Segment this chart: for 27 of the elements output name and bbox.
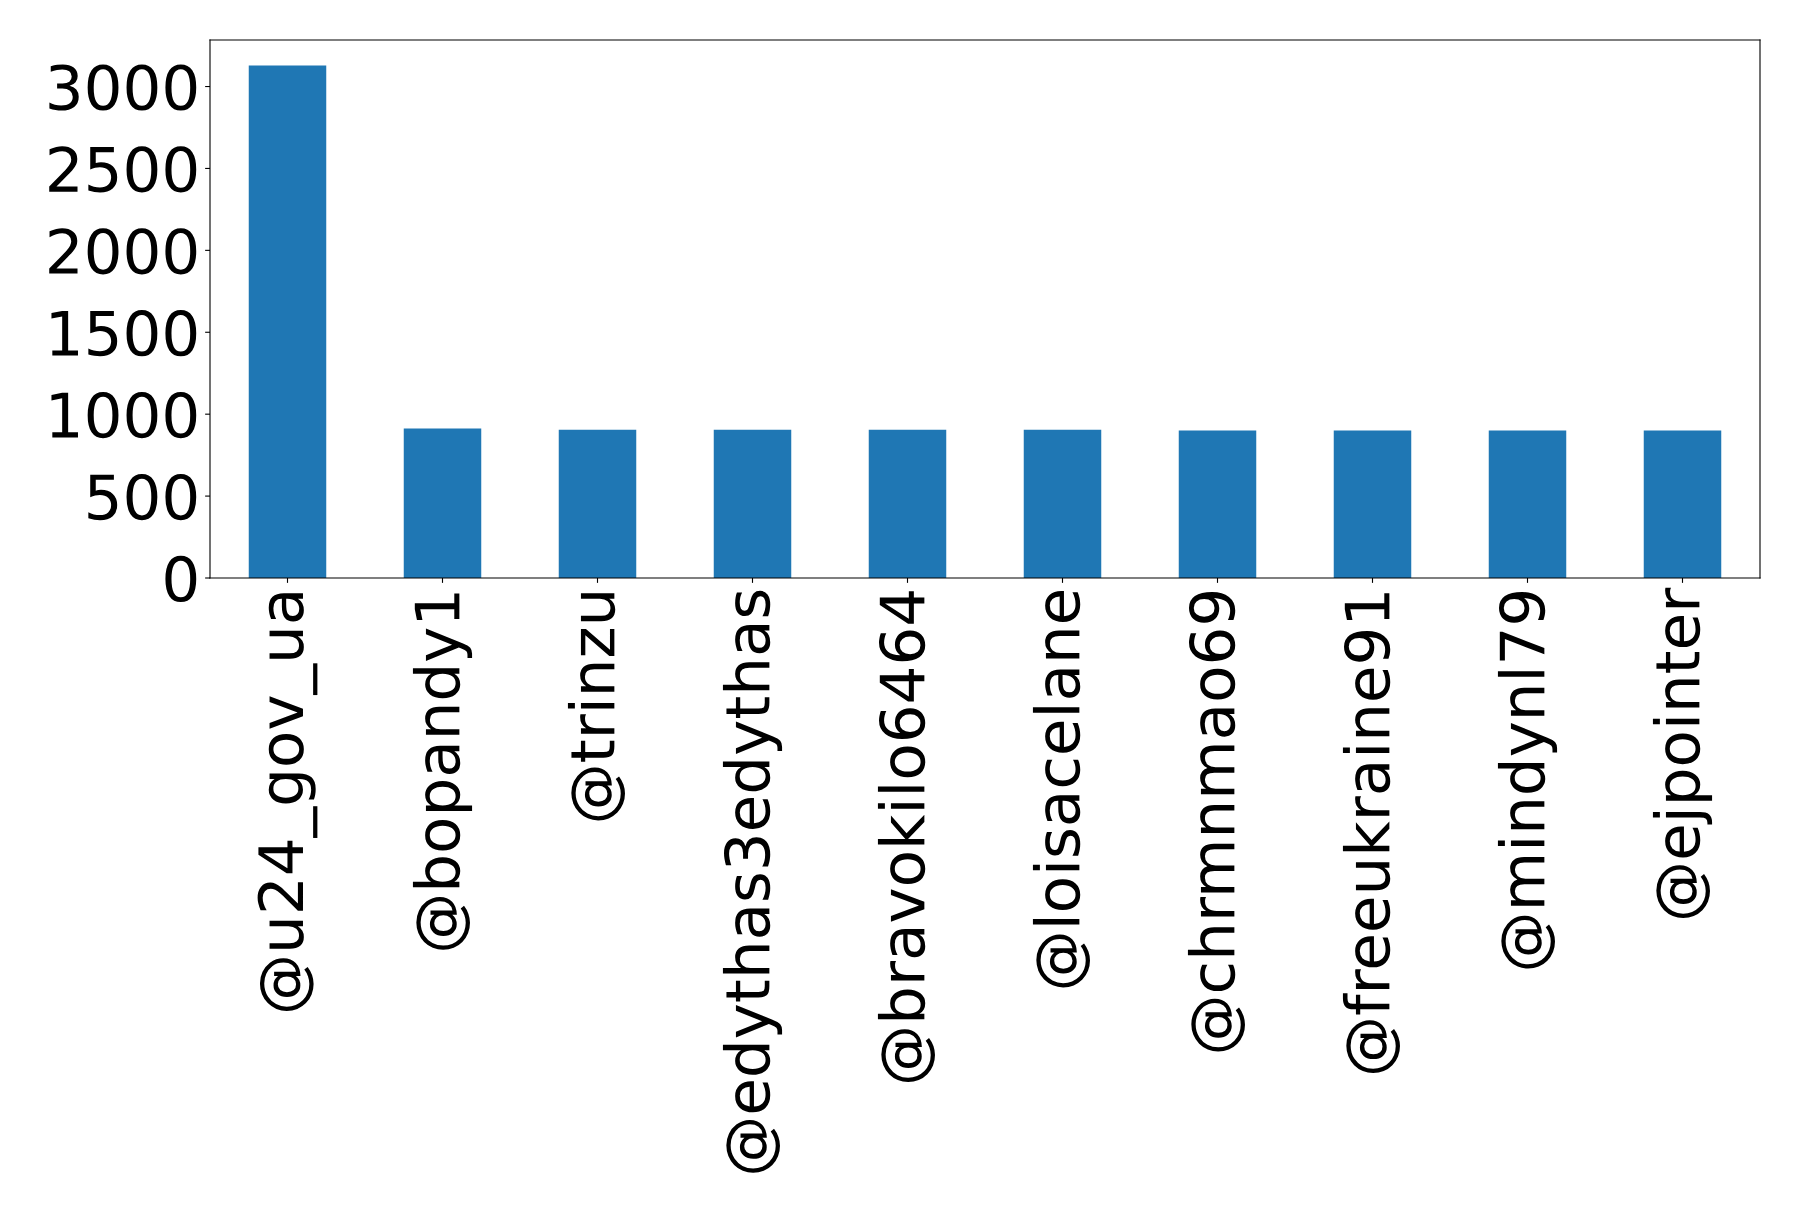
x-tick-label: @u24_gov_ua <box>257 593 318 1011</box>
y-tick-label: 500 <box>88 473 197 521</box>
bar <box>1023 429 1102 578</box>
bar <box>558 429 637 578</box>
y-tick-label: 1000 <box>51 392 197 439</box>
y-tick-label: 2500 <box>49 146 197 193</box>
bar <box>713 429 792 578</box>
bar <box>1178 430 1257 578</box>
x-tick-label: @bopandy1 <box>412 593 473 950</box>
bar <box>248 65 327 578</box>
bar <box>1333 430 1412 578</box>
x-tick-label: @ejpointer <box>1652 587 1713 918</box>
x-tick-label: @bravokilo6464 <box>877 591 935 1082</box>
x-tick-label: @edythas3edythas <box>722 590 783 1173</box>
bar <box>403 428 482 578</box>
bar <box>1488 430 1567 578</box>
bar <box>1643 430 1722 578</box>
x-tick-label: @freeukraine91 <box>1342 593 1400 1074</box>
x-tick-label: @loisacelane <box>1032 590 1090 988</box>
y-tick-label: 0 <box>165 555 197 603</box>
x-tick-label: @trinzu <box>567 593 625 821</box>
bar <box>868 429 947 578</box>
y-tick-label: 1500 <box>51 310 197 357</box>
x-tick-label: @chrmnmao69 <box>1187 592 1245 1052</box>
x-tick-label: @mindynl79 <box>1497 592 1558 969</box>
y-tick-label: 2000 <box>49 228 197 275</box>
y-tick-label: 3000 <box>49 64 197 111</box>
